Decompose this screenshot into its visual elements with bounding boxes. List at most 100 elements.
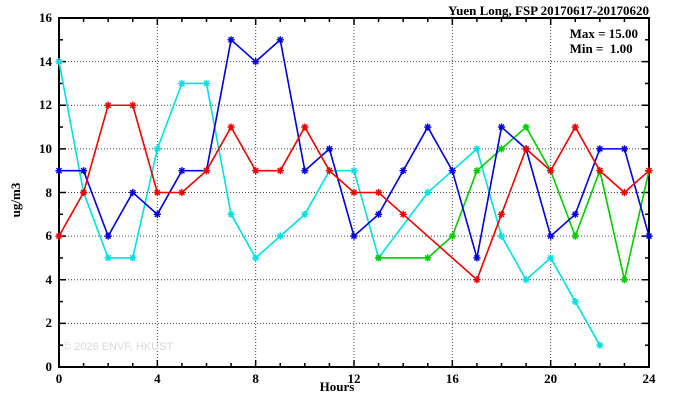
chart-title: Yuen Long, FSP 20170617-20170620 (447, 3, 649, 18)
x-tick-label: 0 (55, 371, 63, 386)
legend-min: Min = 1.00 (569, 41, 633, 56)
data-point-marker (301, 210, 309, 218)
data-point-marker (325, 167, 334, 175)
x-tick-label: 8 (252, 371, 259, 386)
data-point-marker (497, 123, 506, 131)
data-point-marker (104, 232, 112, 240)
y-tick-label: 10 (39, 140, 52, 156)
y-tick-label: 8 (45, 184, 53, 200)
x-tick-label: 16 (445, 371, 459, 386)
data-point-marker (374, 210, 383, 218)
y-tick-label: 12 (39, 97, 52, 113)
data-point-marker (596, 341, 604, 349)
data-point-marker (399, 167, 407, 175)
data-point-marker (325, 145, 334, 153)
data-point-marker (79, 167, 88, 175)
data-point-marker (497, 210, 506, 218)
x-tick-label: 12 (347, 371, 361, 386)
x-tick-label: 4 (154, 371, 161, 386)
data-point-marker (571, 210, 579, 218)
watermark: © 2026 ENVF, HKUST (63, 341, 174, 353)
y-tick-label: 4 (45, 271, 53, 287)
data-point-marker (547, 254, 555, 262)
data-point-marker (350, 188, 358, 197)
data-point-marker (153, 210, 161, 218)
data-point-marker (276, 167, 284, 175)
data-point-marker (547, 167, 555, 175)
y-tick-label: 14 (39, 53, 52, 69)
series-cyan-line (55, 58, 604, 349)
data-point-marker (596, 145, 604, 153)
data-point-marker (227, 210, 235, 218)
data-point-marker (252, 58, 260, 66)
data-point-marker (645, 232, 653, 240)
data-point-marker (276, 232, 284, 240)
data-point-marker (178, 167, 186, 175)
data-point-marker (620, 276, 629, 284)
data-point-marker (227, 123, 235, 131)
data-point-marker (202, 79, 211, 88)
data-point-marker (374, 188, 383, 197)
data-point-marker (252, 167, 260, 175)
y-tick-label: 0 (45, 359, 53, 374)
x-tick-label: 24 (642, 371, 656, 386)
data-point-marker (571, 232, 579, 240)
data-point-marker (55, 232, 63, 240)
data-point-marker (596, 167, 604, 175)
data-point-marker (522, 123, 530, 131)
data-point-marker (178, 79, 186, 88)
data-point-marker (424, 188, 432, 197)
data-point-marker (153, 188, 161, 197)
y-tick-label: 6 (45, 228, 53, 244)
data-point-marker (350, 167, 358, 175)
data-point-marker (178, 188, 186, 197)
legend-max: Max = 15.00 (569, 26, 638, 41)
data-point-marker (522, 145, 530, 153)
data-point-marker (276, 36, 284, 44)
data-point-marker (620, 188, 629, 197)
data-point-marker (104, 254, 112, 262)
legend-box: Max = 15.00 Min = 1.00 (570, 26, 638, 56)
data-point-marker (571, 123, 579, 131)
y-tick-label: 16 (39, 10, 52, 25)
data-point-marker (424, 254, 432, 262)
data-point-marker (448, 232, 456, 240)
data-point-marker (301, 167, 309, 175)
data-point-marker (55, 167, 63, 175)
data-point-marker (497, 232, 506, 240)
data-point-marker (473, 167, 481, 175)
series-red-line (55, 101, 653, 284)
data-point-marker (202, 167, 211, 175)
y-tick-label: 2 (45, 315, 53, 331)
data-point-marker (301, 123, 309, 131)
data-point-marker (571, 297, 579, 306)
data-point-marker (448, 167, 456, 175)
data-point-marker (153, 145, 161, 153)
data-point-marker (645, 167, 653, 175)
data-point-marker (79, 188, 88, 197)
data-point-marker (473, 254, 481, 262)
series-blue-line (55, 36, 653, 262)
data-point-marker (522, 276, 530, 284)
data-point-marker (399, 210, 407, 218)
data-point-marker (129, 101, 137, 109)
data-point-marker (129, 254, 137, 262)
data-point-marker (620, 145, 629, 153)
data-point-marker (497, 145, 506, 153)
x-axis-label: Hours (319, 379, 355, 394)
data-point-marker (424, 123, 432, 131)
data-point-marker (129, 188, 137, 197)
data-point-marker (473, 145, 481, 153)
plot-border (58, 17, 650, 368)
data-point-marker (350, 232, 358, 240)
series-line (58, 61, 601, 346)
data-point-marker (374, 254, 383, 262)
x-tick-label: 20 (544, 371, 558, 386)
data-point-marker (473, 276, 481, 284)
data-point-marker (55, 58, 63, 66)
data-point-marker (252, 254, 260, 262)
data-point-marker (104, 101, 112, 109)
data-point-marker (227, 36, 235, 44)
